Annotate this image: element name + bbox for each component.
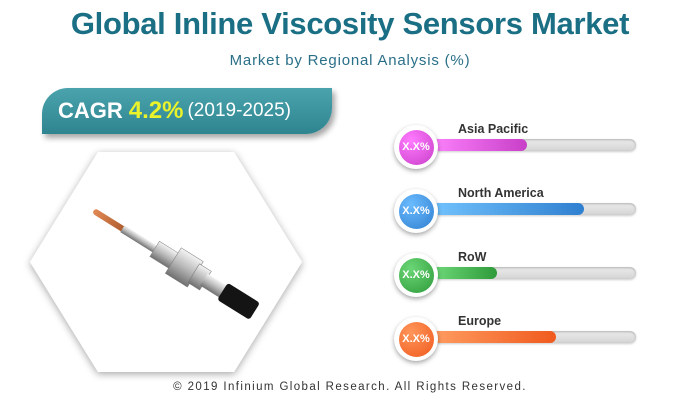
bar-category-label: Asia Pacific (458, 122, 529, 136)
cagr-period: (2019-2025) (187, 100, 292, 121)
bar-category-label: Europe (458, 314, 502, 328)
bar-track (426, 139, 636, 151)
value-badge: X.X% (394, 125, 438, 169)
bar-track (426, 331, 636, 343)
value-badge: X.X% (394, 317, 438, 361)
page-title: Global Inline Viscosity Sensors Market (70, 6, 630, 41)
regional-bar-chart: Asia Pacific X.X% North America X.X% RoW X.X%… (390, 118, 650, 378)
sensor-hexagon (0, 122, 340, 382)
value-label: X.X% (398, 193, 434, 229)
bar-row: North America X.X% (390, 184, 650, 244)
bar-track (426, 267, 636, 279)
page-subtitle: Market by Regional Analysis (%) (229, 52, 471, 69)
bar-row: Asia Pacific X.X% (390, 120, 650, 180)
cagr-value: 4.2% (128, 97, 184, 124)
bar-category-label: RoW (458, 250, 487, 264)
sensor-illustration (30, 152, 302, 372)
bar (426, 331, 556, 343)
bar-category-label: North America (458, 186, 544, 200)
copyright-footer: © 2019 Infinium Global Research. All Rig… (173, 381, 527, 393)
bar (426, 139, 527, 151)
viscosity-sensor-icon (93, 209, 259, 319)
cagr-banner: CAGR 4.2% (2019-2025) (42, 88, 332, 134)
value-label: X.X% (398, 257, 434, 293)
value-badge: X.X% (394, 253, 438, 297)
value-label: X.X% (398, 129, 434, 165)
bar-row: RoW X.X% (390, 248, 650, 308)
bar (426, 267, 497, 279)
bar-row: Europe X.X% (390, 312, 650, 372)
bar (426, 203, 584, 215)
value-badge: X.X% (394, 189, 438, 233)
bar-track (426, 203, 636, 215)
cagr-label: CAGR (58, 98, 123, 123)
value-label: X.X% (398, 321, 434, 357)
